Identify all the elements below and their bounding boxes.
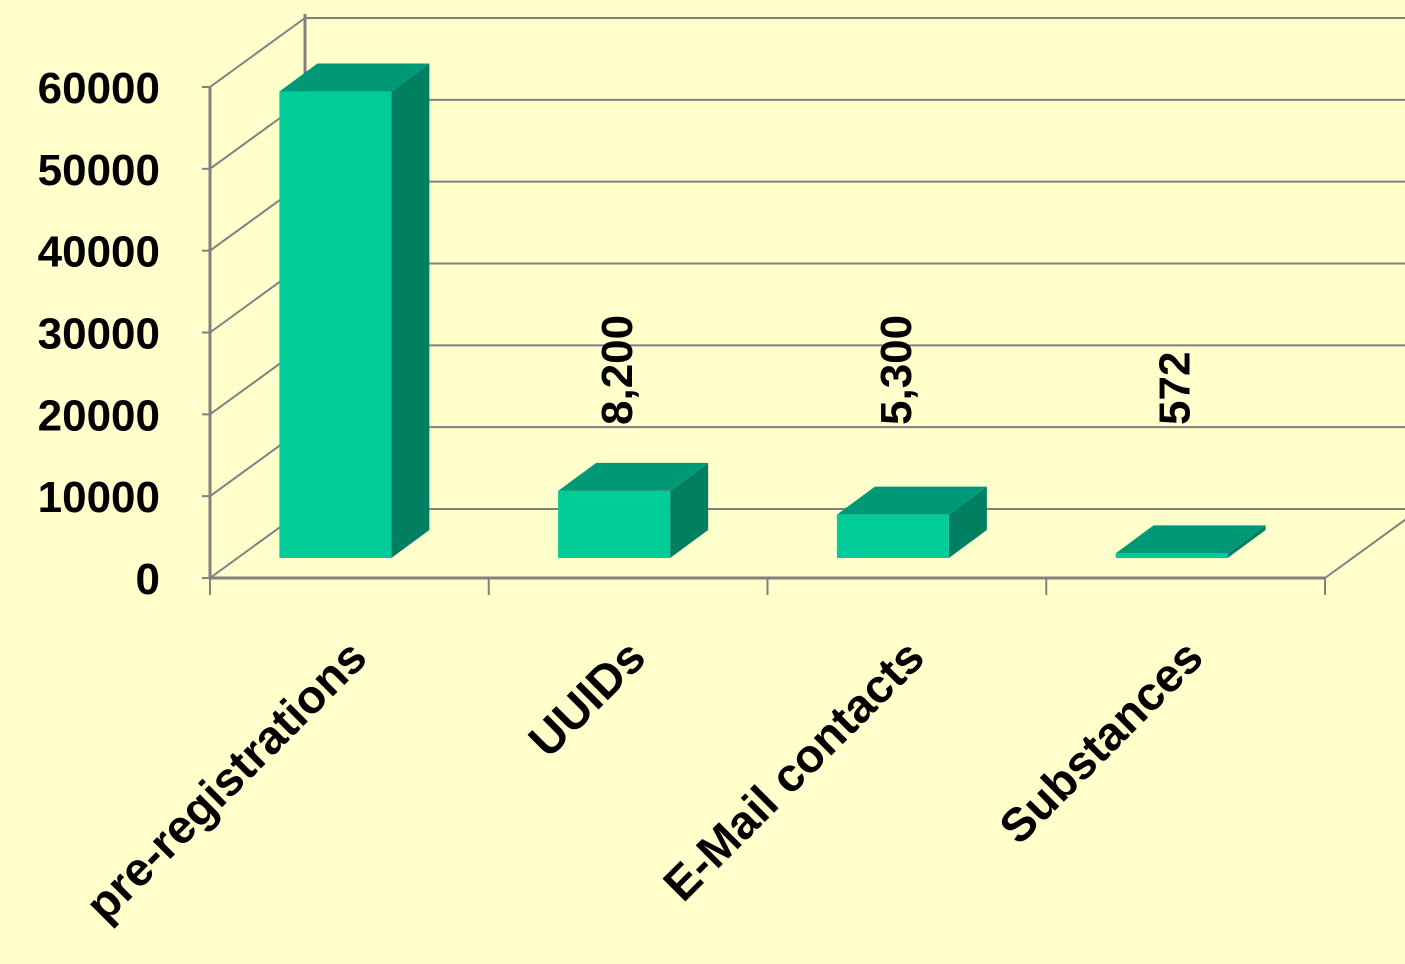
y-tick-label: 10000 (38, 473, 160, 522)
bar-front (558, 490, 671, 558)
y-tick-label: 30000 (38, 310, 160, 359)
bar (836, 486, 987, 558)
data-label: 8,200 (593, 315, 642, 425)
x-category-label: E-Mail contacts (653, 630, 934, 911)
bars (279, 63, 1266, 559)
bar-front (1115, 553, 1228, 558)
bar-side (948, 486, 987, 558)
y-tick-label: 0 (136, 555, 160, 604)
y-tick-label: 20000 (38, 391, 160, 440)
data-labels: 8,200 5,300 572 (593, 315, 1200, 425)
x-category-label: Substances (989, 630, 1213, 854)
bar (1115, 525, 1266, 558)
data-label: 572 (1151, 352, 1200, 425)
data-label: 5,300 (872, 315, 921, 425)
bar-top (836, 486, 987, 515)
bar-top (1115, 525, 1266, 554)
floor-right-edge (1324, 518, 1405, 579)
bar-side (391, 63, 430, 559)
bar-front (836, 514, 949, 558)
y-tick-label: 40000 (38, 228, 160, 277)
bar-front (279, 91, 392, 559)
bar-side (1227, 525, 1266, 558)
bar (558, 462, 709, 558)
y-axis: 0 10000 20000 30000 40000 50000 60000 (38, 64, 210, 604)
y-tick-label: 50000 (38, 146, 160, 195)
x-category-label: UUIDs (518, 630, 655, 767)
x-category-label: pre-registrations (75, 630, 377, 932)
bar (279, 63, 430, 559)
bar-top (558, 462, 709, 491)
bar-top (279, 63, 430, 92)
gridline-diagonal (209, 17, 306, 88)
bar-side (670, 462, 709, 558)
y-tick-label: 60000 (38, 64, 160, 113)
